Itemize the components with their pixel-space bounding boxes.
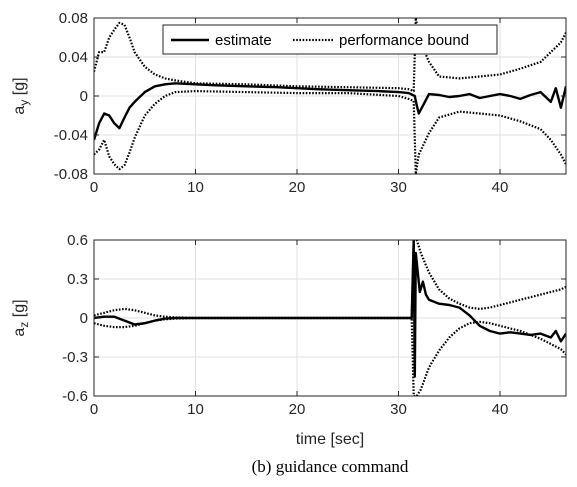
series-group (94, 240, 566, 396)
x-tick-label: 20 (289, 179, 306, 196)
y-tick-label: 0.6 (67, 232, 88, 249)
y-tick-label: -0.04 (54, 127, 88, 144)
y-axis-label-subscript: z (17, 322, 31, 328)
y-axis-label: az [g] (11, 299, 31, 336)
x-tick-label: 30 (390, 179, 407, 196)
y-tick-label: -0.6 (62, 388, 88, 405)
series-line-performance-bound-2 (94, 316, 566, 396)
legend-box (162, 24, 498, 55)
series-line-performance-bound-1 (94, 18, 566, 93)
series-line-performance-bound-1 (94, 240, 566, 320)
legend-label-performance-bound: performance bound (339, 32, 469, 49)
y-tick-label: 0.08 (59, 10, 88, 27)
y-tick-label: -0.3 (62, 349, 88, 366)
x-tick-label: 0 (90, 179, 98, 196)
y-tick-label: -0.08 (54, 166, 88, 183)
y-axis-label-base: a (11, 328, 28, 337)
y-axis-label: ay [g] (11, 77, 31, 114)
series-group (94, 18, 566, 174)
x-tick-label: 0 (90, 401, 98, 418)
series-line-estimate-0 (94, 82, 566, 141)
panel-ay: 0 10 20 30 40 -0.08 -0.04 0 0.04 0.08 ay [g] estima… (11, 10, 567, 196)
figure-caption: (b) guidance command (252, 457, 409, 476)
x-tick-label: 40 (492, 401, 509, 418)
y-tick-label: 0.04 (59, 49, 88, 66)
x-tick-label: 30 (390, 401, 407, 418)
legend: estimate performance bound (162, 24, 498, 55)
x-tick-label: 20 (289, 401, 306, 418)
y-tick-label: 0 (80, 88, 88, 105)
y-axis-label-subscript: y (17, 100, 31, 106)
x-tick-label: 10 (187, 401, 204, 418)
x-axis-label: time [sec] (296, 431, 364, 448)
panel-az: 0 10 20 30 40 -0.6 -0.3 0 0.3 0.6 az [g] (11, 232, 567, 418)
x-tick-label: 40 (492, 179, 509, 196)
y-tick-label: 0.3 (67, 271, 88, 288)
y-axis-label-base: a (11, 106, 28, 115)
y-axis-label-unit: [g] (11, 299, 28, 321)
series-line-estimate-0 (94, 240, 566, 378)
x-tick-label: 10 (187, 179, 204, 196)
y-axis-label-unit: [g] (11, 77, 28, 99)
legend-label-estimate: estimate (215, 32, 272, 49)
series-line-performance-bound-2 (94, 90, 566, 174)
y-tick-label: 0 (80, 310, 88, 327)
